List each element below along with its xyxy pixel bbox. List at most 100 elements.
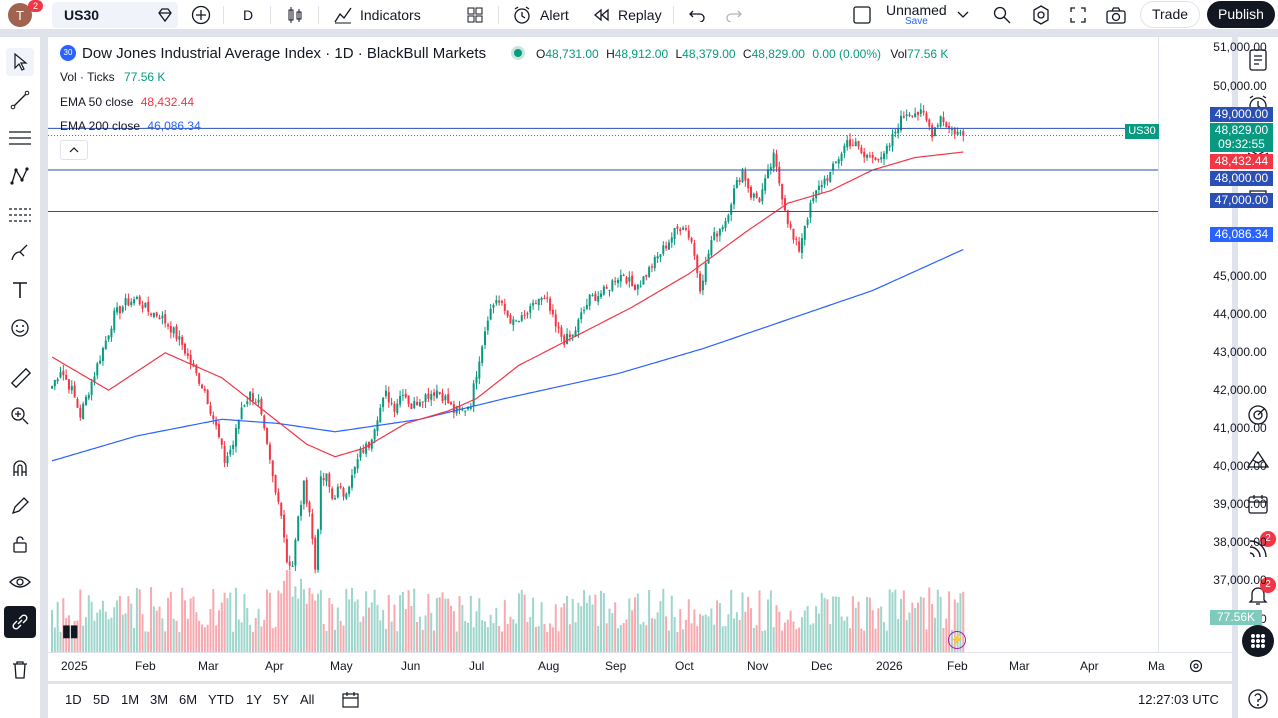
zoom-in-icon[interactable]: [6, 402, 34, 430]
candle-body: [843, 145, 846, 154]
magnet-icon[interactable]: [6, 454, 34, 482]
text-tool-icon[interactable]: [6, 276, 34, 304]
candle-body: [636, 284, 639, 290]
range-1m[interactable]: 1M: [121, 692, 140, 707]
volume-bar: [676, 631, 679, 652]
volume-bar: [815, 606, 818, 652]
collapse-legend-button[interactable]: [60, 140, 88, 160]
quick-search-icon[interactable]: [990, 3, 1014, 27]
candle-body: [212, 415, 215, 420]
fullscreen-icon[interactable]: [1066, 3, 1090, 27]
layout-save[interactable]: Save: [905, 16, 928, 27]
utc-clock[interactable]: 12:27:03 UTC: [1138, 692, 1219, 707]
volume-bar: [217, 610, 220, 652]
candle-body: [840, 153, 843, 162]
help-icon[interactable]: [1244, 685, 1272, 713]
ideas-stream-icon[interactable]: [1244, 535, 1272, 563]
emoji-icon[interactable]: [6, 314, 34, 342]
range-1y[interactable]: 1Y: [246, 692, 262, 707]
volume-bar: [568, 624, 571, 652]
volume-bar: [387, 594, 390, 652]
pattern-icon[interactable]: [6, 162, 34, 190]
eye-icon[interactable]: [6, 568, 34, 596]
cursor-icon[interactable]: [6, 48, 34, 76]
chart-pane[interactable]: 30 Dow Jones Industrial Average Index · …: [48, 37, 1273, 681]
volume-bar: [410, 606, 413, 652]
trend-line-icon[interactable]: [6, 86, 34, 114]
trash-icon[interactable]: [6, 656, 34, 684]
candle-body: [778, 166, 781, 184]
volume-bar: [365, 591, 368, 652]
date-range-icon[interactable]: [341, 690, 361, 710]
range-all[interactable]: All: [300, 692, 315, 707]
candlesticks: [51, 103, 965, 574]
fib-retracement-icon[interactable]: [6, 124, 34, 152]
compare-diamond-icon[interactable]: [153, 3, 177, 27]
range-5d[interactable]: 5D: [93, 692, 110, 707]
forecast-icon[interactable]: [6, 200, 34, 228]
time-label: Dec: [811, 659, 833, 673]
settings-gear-icon[interactable]: [1029, 3, 1053, 27]
volume-legend[interactable]: Vol · Ticks 77.56 K: [60, 70, 166, 84]
candle-body: [489, 308, 492, 320]
range-3m[interactable]: 3M: [150, 692, 169, 707]
lock-icon[interactable]: [6, 530, 34, 558]
candles-style-icon[interactable]: [283, 3, 307, 27]
volume-bar: [447, 598, 450, 652]
replay-icon[interactable]: [589, 3, 613, 27]
volume-bar: [285, 570, 288, 652]
link-icon[interactable]: [4, 606, 36, 638]
volume-bar: [328, 597, 331, 652]
lightning-icon[interactable]: ⚡: [948, 631, 966, 649]
volume-bar: [834, 596, 837, 652]
watchlist-icon[interactable]: [1244, 46, 1272, 74]
volume-bar: [532, 597, 535, 652]
volume-bar: [184, 600, 187, 652]
symbol-search[interactable]: US30: [52, 2, 178, 28]
layout-name[interactable]: Unnamed: [886, 2, 947, 18]
ema200-legend[interactable]: EMA 200 close 46,086.34: [60, 119, 201, 133]
price-label: 51,000.00: [1213, 40, 1267, 54]
candle-body: [251, 393, 254, 402]
candle-body: [933, 127, 936, 137]
volume-bar: [342, 625, 345, 652]
ruler-icon[interactable]: [6, 364, 34, 392]
candle-body: [472, 383, 475, 407]
compass-icon[interactable]: [1244, 401, 1272, 429]
add-symbol-icon[interactable]: [189, 3, 213, 27]
volume-bar: [922, 597, 925, 652]
publish-button[interactable]: Publish: [1207, 1, 1275, 28]
range-1d[interactable]: 1D: [65, 692, 82, 707]
brush-icon[interactable]: [6, 238, 34, 266]
volume-bar: [707, 616, 710, 652]
ema50-legend[interactable]: EMA 50 close 48,432.44: [60, 95, 195, 109]
alert-button[interactable]: Alert: [540, 7, 569, 23]
indicators-icon[interactable]: [331, 3, 355, 27]
replay-button[interactable]: Replay: [618, 7, 662, 23]
camera-icon[interactable]: [1104, 3, 1128, 27]
layout-square-icon[interactable]: [850, 3, 874, 27]
candle-body: [285, 539, 288, 563]
indicators-button[interactable]: Indicators: [360, 7, 421, 23]
templates-grid-icon[interactable]: [463, 3, 487, 27]
range-6m[interactable]: 6M: [179, 692, 198, 707]
chevron-down-icon[interactable]: [951, 3, 975, 27]
candle-body: [226, 455, 229, 464]
draw-mode-icon[interactable]: [6, 492, 34, 520]
chart-title[interactable]: Dow Jones Industrial Average Index · 1D …: [82, 45, 487, 62]
price-chart[interactable]: [48, 37, 1158, 652]
range-ytd[interactable]: YTD: [208, 692, 234, 707]
volume-bar: [489, 614, 492, 652]
calendar-icon[interactable]: [1244, 490, 1272, 518]
redo-icon[interactable]: [722, 3, 746, 27]
volume-bar: [730, 589, 733, 652]
alarm-clock-icon[interactable]: [510, 3, 534, 27]
trade-button[interactable]: Trade: [1140, 1, 1200, 28]
undo-icon[interactable]: [685, 3, 709, 27]
pine-mountain-icon[interactable]: [1244, 445, 1272, 473]
volume-bar: [931, 603, 934, 652]
interval-button[interactable]: D: [243, 7, 254, 23]
range-5y[interactable]: 5Y: [273, 692, 289, 707]
chart-settings-icon[interactable]: [1188, 658, 1204, 674]
apps-grid-icon[interactable]: [1242, 625, 1274, 657]
